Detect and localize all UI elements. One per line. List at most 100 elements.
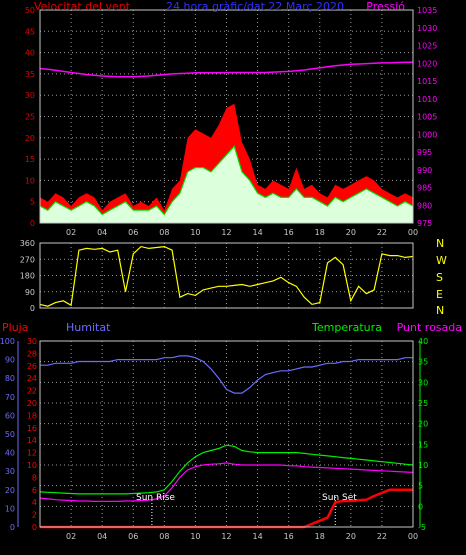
x-tick-label: 10 — [190, 532, 200, 541]
dir-letter-s: S — [436, 271, 443, 284]
pressure-y-tick-label: 980 — [417, 201, 432, 210]
rain-y-tick-label: 14 — [27, 436, 37, 445]
direction-panel-frame — [39, 242, 414, 309]
x-tick-label: 08 — [159, 532, 169, 541]
x-tick-label: 14 — [252, 228, 262, 237]
wind-speed-title: Velocitat del vent — [34, 0, 131, 13]
rain-y-tick-label: 12 — [27, 449, 37, 458]
humidity-y-tick-label: 0 — [10, 523, 15, 532]
rain-y-tick-label: 22 — [27, 387, 37, 396]
temperature-y-tick-label: -5 — [418, 523, 426, 532]
direction-y-tick-label: 0 — [30, 304, 35, 313]
pressure-y-tick-label: 1025 — [417, 42, 437, 51]
x-tick-label: 02 — [66, 532, 76, 541]
dir-letter-w: W — [436, 254, 447, 267]
wind-y-tick-label: 45 — [25, 27, 35, 36]
x-tick-label: 00 — [408, 228, 418, 237]
temperature-y-tick-label: 25 — [418, 399, 428, 408]
axes-layer — [17, 9, 421, 528]
temperature-title: Temperatura — [311, 321, 382, 334]
x-tick-label: 14 — [252, 532, 262, 541]
humidity-y-tick-label: 40 — [5, 449, 15, 458]
rain-y-tick-label: 28 — [27, 349, 37, 358]
chart-main-title: 24 hora gràfic/dat 22 Març 2020 — [166, 0, 344, 13]
humidity-y-tick-label: 10 — [5, 504, 15, 513]
wind-y-tick-label: 25 — [25, 113, 35, 122]
wind-panel-frame — [39, 9, 414, 224]
rain-y-tick-label: 26 — [27, 362, 37, 371]
rain-y-tick-label: 16 — [27, 424, 37, 433]
x-tick-label: 22 — [377, 228, 387, 237]
temperature-y-tick-label: 40 — [418, 337, 428, 346]
wind-y-tick-label: 50 — [25, 6, 35, 15]
x-tick-label: 02 — [66, 228, 76, 237]
dir-letter-n-top: N — [436, 237, 444, 250]
dewpoint-title: Punt rosada — [397, 321, 462, 334]
sun-set-label: Sun Set — [322, 493, 357, 503]
humidity-series-line — [40, 355, 413, 394]
x-tick-label: 20 — [346, 532, 356, 541]
x-tick-label: 22 — [377, 532, 387, 541]
wind-y-tick-label: 40 — [25, 49, 35, 58]
x-tick-label: 00 — [408, 532, 418, 541]
rain-y-tick-label: 10 — [27, 461, 37, 470]
rain-y-tick-label: 30 — [27, 337, 37, 346]
pressure-y-tick-label: 1005 — [417, 113, 437, 122]
x-tick-label: 10 — [190, 228, 200, 237]
grid-lines — [40, 10, 414, 527]
dewpoint-series-line — [39, 462, 414, 502]
x-tick-label: 04 — [97, 228, 107, 237]
wind-series-line — [39, 145, 414, 216]
pressure-series-line — [39, 61, 413, 78]
pressure-y-tick-label: 985 — [417, 184, 432, 193]
x-tick-label: 18 — [315, 532, 325, 541]
temperature-y-tick-label: 30 — [418, 378, 428, 387]
humidity-y-tick-label: 100 — [0, 337, 15, 346]
weather-panel-frame — [39, 340, 414, 528]
x-tick-label: 18 — [315, 228, 325, 237]
wind-y-tick-label: 20 — [25, 134, 35, 143]
pressure-y-tick-label: 995 — [417, 148, 432, 157]
dir-letter-n-bottom: N — [436, 304, 444, 317]
rain-title: Pluja — [2, 321, 28, 334]
pressure-y-tick-label: 975 — [417, 219, 432, 228]
temperature-y-tick-label: 10 — [418, 461, 428, 470]
x-tick-label: 20 — [346, 228, 356, 237]
temperature-y-tick-label: 0 — [418, 502, 423, 511]
rain-y-tick-label: 20 — [27, 399, 37, 408]
pressure-y-tick-label: 990 — [417, 166, 432, 175]
rain-y-tick-label: 4 — [32, 498, 37, 507]
x-tick-label: 12 — [221, 532, 231, 541]
wind-y-tick-label: 30 — [25, 91, 35, 100]
x-tick-label: 04 — [97, 532, 107, 541]
humidity-y-tick-label: 20 — [5, 486, 15, 495]
pressure-y-tick-label: 1030 — [417, 24, 437, 33]
humidity-y-tick-label: 80 — [5, 374, 15, 383]
wind-y-tick-label: 35 — [25, 70, 35, 79]
x-tick-label: 08 — [159, 228, 169, 237]
temperature-y-tick-label: 35 — [418, 358, 428, 367]
x-tick-label: 16 — [284, 532, 294, 541]
rain-y-tick-label: 8 — [32, 473, 37, 482]
temperature-y-tick-label: 20 — [418, 420, 428, 429]
x-tick-label: 06 — [128, 228, 138, 237]
rain-y-tick-label: 18 — [27, 411, 37, 420]
direction-y-tick-label: 360 — [20, 239, 35, 248]
pressure-y-tick-label: 1000 — [417, 130, 437, 139]
humidity-y-tick-label: 70 — [5, 393, 15, 402]
humidity-y-tick-label: 30 — [5, 467, 15, 476]
pressure-y-tick-label: 1020 — [417, 59, 437, 68]
direction-y-tick-label: 90 — [25, 288, 35, 297]
wind-series-area — [40, 146, 413, 223]
direction-y-tick-label: 180 — [20, 272, 35, 281]
pressure-y-tick-label: 1010 — [417, 95, 437, 104]
x-tick-label: 12 — [221, 228, 231, 237]
sun-rise-label: Sun Rise — [136, 493, 175, 503]
humidity-title: Humitat — [66, 321, 111, 334]
wind-y-tick-label: 0 — [30, 219, 35, 228]
x-tick-label: 16 — [284, 228, 294, 237]
rain-y-tick-label: 2 — [32, 511, 37, 520]
